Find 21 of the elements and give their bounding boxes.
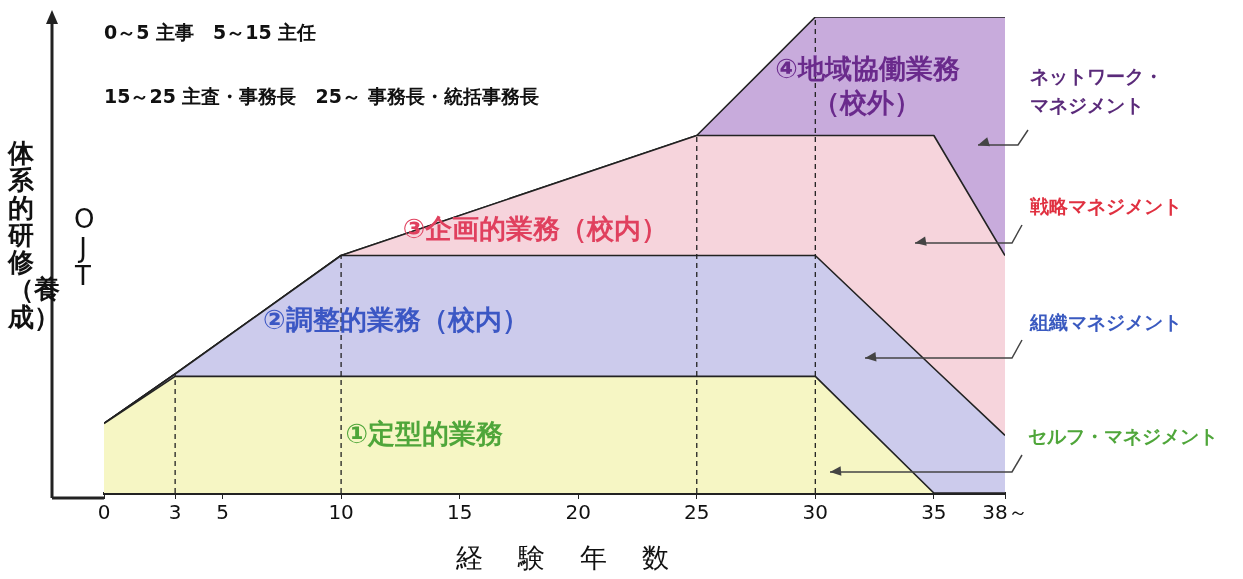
x-tick-label: 35 [921,500,947,525]
x-tick-label: 25 [684,500,710,525]
text: 組織マネジメント [1030,310,1182,335]
annotation: 15～25 主査・事務長 25～ 事務長・統括事務長 [104,84,539,109]
text: ネットワーク・マネジメント [1030,64,1164,118]
series-label: ①定型的業務 [345,417,504,449]
text: セルフ・マネジメント [1028,424,1218,449]
x-tick-label: 38～ [982,500,1028,525]
x-tick-label: 30 [802,500,829,525]
series-label: ④地域協働業務（校外） [775,53,960,119]
text: OJT [74,204,95,292]
x-tick-label: 20 [565,500,591,525]
series-label: ②調整的業務（校内） [262,303,529,335]
x-tick-label: 0 [97,500,111,525]
x-tick-label: 15 [446,500,473,525]
x-tick-label: 5 [216,500,229,525]
x-tick-label: 3 [168,500,182,525]
x-axis-title: 経験年数 [454,541,706,575]
annotation: 0～5 主事 5～15 主任 [104,20,317,45]
text: 戦略マネジメント [1030,194,1182,219]
x-tick-label: 10 [328,500,354,525]
